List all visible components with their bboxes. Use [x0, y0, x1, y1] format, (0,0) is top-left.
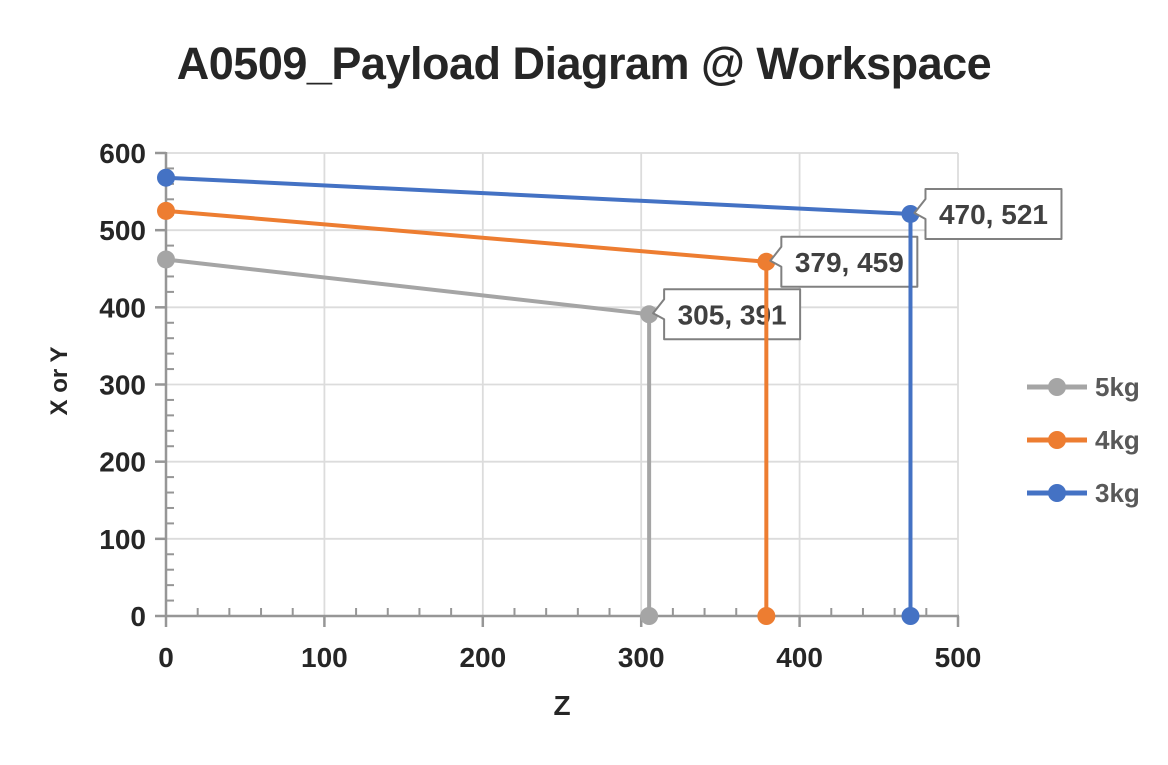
data-callout-label-3kg: 470, 521	[939, 199, 1048, 230]
legend-marker-3kg	[1048, 484, 1066, 502]
y-tick-label-500: 500	[99, 215, 146, 246]
series-3kg-marker-2	[901, 607, 920, 625]
chart-title: A0509_Payload Diagram @ Workspace	[176, 38, 992, 89]
y-tick-label-400: 400	[99, 292, 146, 323]
series-5kg-marker-0	[157, 250, 175, 269]
legend-label-5kg: 5kg	[1095, 372, 1140, 402]
x-tick-label-400: 400	[776, 642, 823, 673]
series-line-5kg	[165, 257, 652, 616]
legend-marker-5kg	[1048, 378, 1066, 396]
data-callout-label-5kg: 305, 391	[678, 299, 787, 330]
data-callout-3kg	[913, 187, 1063, 240]
series-4kg-marker-2	[757, 607, 776, 625]
legend-label-4kg: 4kg	[1095, 425, 1140, 455]
y-tick-label-600: 600	[99, 138, 146, 169]
x-tick-label-300: 300	[618, 642, 665, 673]
data-callout-5kg	[652, 288, 802, 341]
legend-marker-4kg	[1048, 431, 1066, 449]
x-tick-label-200: 200	[459, 642, 506, 673]
series-5kg-marker-1	[640, 305, 659, 324]
series-4kg-marker-1	[757, 252, 776, 271]
legend-label-3kg: 3kg	[1095, 478, 1140, 508]
x-tick-label-500: 500	[935, 642, 982, 673]
y-tick-label-200: 200	[99, 447, 146, 478]
y-tick-label-0: 0	[130, 601, 146, 632]
x-tick-label-0: 0	[158, 642, 174, 673]
series-3kg-marker-1	[901, 204, 920, 223]
series-4kg-marker-0	[157, 201, 175, 220]
data-callout-4kg	[769, 235, 919, 288]
series-5kg-marker-2	[640, 607, 659, 625]
series-3kg-marker-0	[157, 168, 175, 187]
x-tick-label-100: 100	[301, 642, 348, 673]
data-callout-label-4kg: 379, 459	[795, 247, 904, 278]
y-tick-label-100: 100	[99, 524, 146, 555]
y-axis-title: X or Y	[46, 346, 73, 416]
x-axis-title: Z	[553, 690, 571, 721]
y-tick-label-300: 300	[99, 370, 146, 401]
